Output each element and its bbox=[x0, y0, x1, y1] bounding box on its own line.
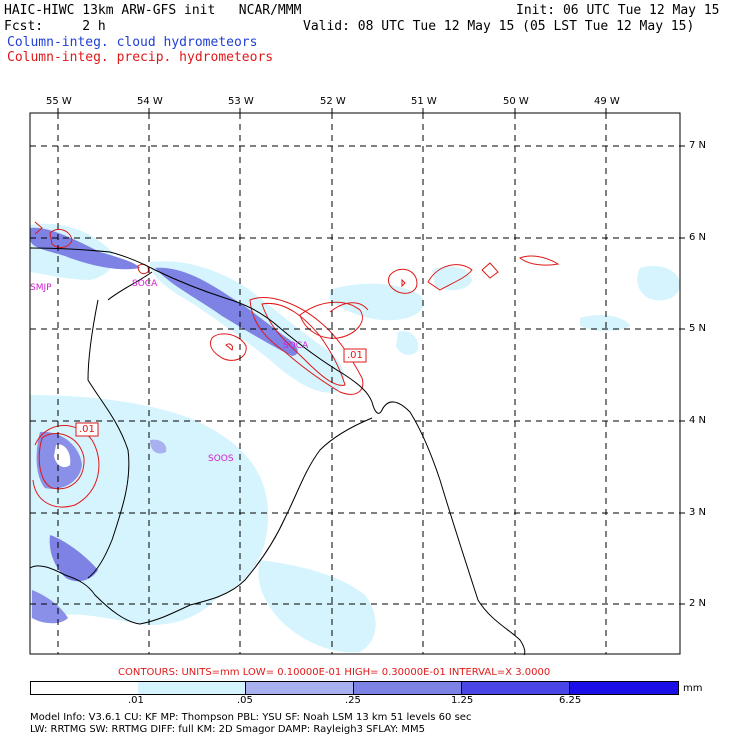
colorbar-swatch-0 bbox=[30, 681, 139, 695]
lon-label-49w: 49 W bbox=[594, 96, 620, 107]
forecast-hour: Fcst: 2 h bbox=[4, 19, 106, 34]
contours-info: CONTOURS: UNITS=mm LOW= 0.10000E-01 HIGH… bbox=[118, 667, 551, 678]
model-info-line2: LW: RRTMG SW: RRTMG DIFF: full KM: 2D Sm… bbox=[30, 724, 426, 735]
legend-cloud: Column-integ. cloud hydrometeors bbox=[7, 35, 258, 50]
station-label-soos: SOOS bbox=[208, 454, 234, 464]
lon-label-53w: 53 W bbox=[228, 96, 254, 107]
station-label-smjp: SMJP bbox=[30, 283, 52, 293]
contour-label-box-2 bbox=[75, 422, 99, 437]
contour-label-box-1 bbox=[343, 348, 367, 363]
legend-precip: Column-integ. precip. hydrometeors bbox=[7, 50, 274, 65]
colorbar-tick-0: .01 bbox=[128, 695, 144, 706]
lon-label-55w: 55 W bbox=[46, 96, 72, 107]
colorbar-units: mm bbox=[683, 683, 703, 694]
cloud-fill-light bbox=[30, 223, 680, 653]
valid-time: Valid: 08 UTC Tue 12 May 15 (05 LST Tue … bbox=[303, 19, 695, 34]
lon-label-52w: 52 W bbox=[320, 96, 346, 107]
lat-lon-grid bbox=[30, 113, 680, 654]
colorbar-tick-2: .25 bbox=[345, 695, 361, 706]
contour-label-2: .01 bbox=[79, 424, 95, 435]
colorbar-swatch-1 bbox=[138, 681, 246, 695]
lon-label-54w: 54 W bbox=[137, 96, 163, 107]
colorbar-swatch-2 bbox=[246, 681, 354, 695]
lat-label-7n: 7 N bbox=[689, 140, 707, 151]
lon-label-51w: 51 W bbox=[411, 96, 437, 107]
lat-label-5n: 5 N bbox=[689, 323, 707, 334]
colorbar-swatch-4 bbox=[462, 681, 570, 695]
station-label-soca-2: SOCA bbox=[283, 341, 309, 351]
coastline bbox=[29, 247, 526, 656]
station-label-soca-1: SOCA bbox=[132, 279, 158, 289]
lon-label-50w: 50 W bbox=[503, 96, 529, 107]
colorbar-swatch-5 bbox=[570, 681, 679, 695]
model-info-line1: Model Info: V3.6.1 CU: KF MP: Thompson P… bbox=[30, 712, 472, 723]
precip-contours bbox=[32, 221, 560, 508]
init-time: Init: 06 UTC Tue 12 May 15 bbox=[516, 3, 720, 18]
lat-label-3n: 3 N bbox=[689, 507, 707, 518]
colorbar-tick-1: .05 bbox=[237, 695, 253, 706]
lat-label-4n: 4 N bbox=[689, 415, 707, 426]
colorbar-tick-4: 6.25 bbox=[559, 695, 582, 706]
colorbar-tick-3: 1.25 bbox=[451, 695, 474, 706]
contour-label-1: .01 bbox=[347, 350, 363, 361]
model-title: HAIC-HIWC 13km ARW-GFS init NCAR/MMM bbox=[4, 3, 302, 18]
lat-label-6n: 6 N bbox=[689, 232, 707, 243]
colorbar-swatch-3 bbox=[354, 681, 462, 695]
lat-label-2n: 2 N bbox=[689, 598, 707, 609]
map-frame bbox=[29, 112, 681, 655]
